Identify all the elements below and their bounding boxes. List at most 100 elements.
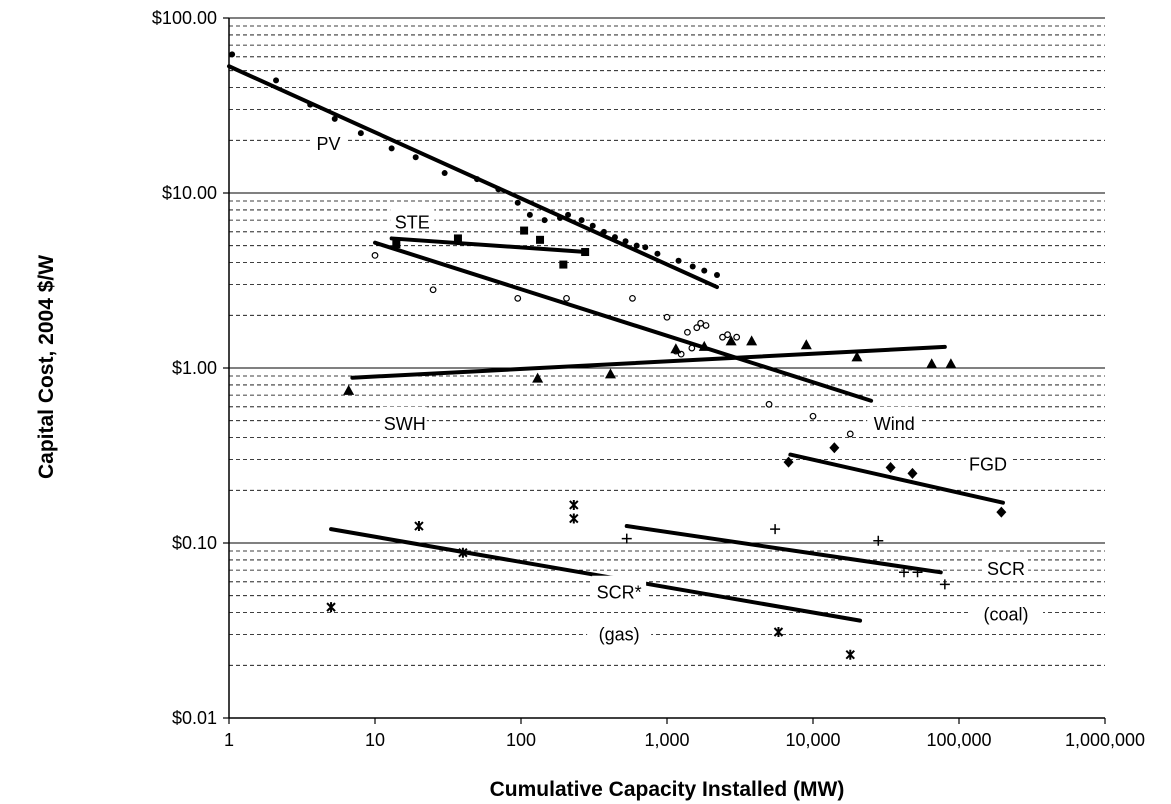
- data-point: [559, 260, 568, 269]
- data-point: [746, 335, 758, 346]
- x-tick-label: 10: [365, 730, 385, 750]
- data-point: [565, 211, 572, 218]
- data-point: [520, 226, 529, 235]
- trend-line: [329, 527, 863, 623]
- series-label: SWH: [384, 414, 426, 434]
- data-point: [885, 462, 896, 474]
- data-point: [514, 199, 521, 206]
- series-label-bg: [587, 617, 652, 640]
- series-label: Wind: [874, 414, 915, 434]
- data-point: [907, 467, 918, 479]
- data-point: [557, 214, 564, 221]
- series-label: (coal): [984, 605, 1029, 625]
- data-point: [453, 234, 462, 243]
- data-point: [829, 442, 840, 454]
- data-point: [229, 51, 236, 58]
- series-label: (gas): [599, 625, 640, 645]
- series-label-bg: [592, 575, 647, 598]
- data-point: [331, 115, 338, 122]
- data-point: [701, 267, 708, 274]
- data-point: [670, 343, 682, 354]
- y-tick-label: $10.00: [162, 183, 217, 203]
- data-point: [569, 499, 579, 510]
- data-point: [693, 324, 701, 332]
- data-point: [526, 211, 533, 218]
- y-tick-label: $100.00: [152, 8, 217, 28]
- x-tick-label: 1,000: [644, 730, 689, 750]
- data-point: [675, 257, 682, 264]
- trend-line: [227, 64, 719, 290]
- data-point: [926, 358, 938, 369]
- y-tick-label: $0.10: [172, 533, 217, 553]
- x-tick-label: 100: [506, 730, 536, 750]
- series-label-bg: [867, 406, 922, 429]
- data-point: [689, 263, 696, 270]
- trend-line: [788, 452, 1005, 505]
- data-point: [357, 130, 364, 137]
- data-point: [536, 235, 545, 244]
- y-axis-title: Capital Cost, 2004 $/W: [35, 255, 58, 479]
- data-point: [581, 248, 590, 257]
- data-point: [898, 567, 909, 578]
- data-point: [663, 313, 671, 321]
- x-tick-label: 1: [224, 730, 234, 750]
- data-point: [414, 521, 424, 532]
- data-point: [326, 602, 336, 613]
- series-label-bg: [311, 127, 346, 150]
- x-tick-label: 100,000: [926, 730, 991, 750]
- x-tick-label: 1,000,000: [1065, 730, 1145, 750]
- data-point: [873, 535, 884, 546]
- data-point: [371, 251, 379, 259]
- data-point: [845, 649, 855, 660]
- series-label: PV: [316, 134, 340, 154]
- y-tick-label: $0.01: [172, 708, 217, 728]
- data-point: [724, 331, 731, 339]
- series-label-bg: [984, 552, 1029, 575]
- trend-line: [373, 240, 874, 403]
- data-point: [621, 533, 632, 544]
- x-tick-label: 10,000: [785, 730, 840, 750]
- data-point: [441, 170, 448, 177]
- series-label: FGD: [969, 455, 1007, 475]
- data-point: [733, 333, 741, 341]
- data-point: [495, 186, 502, 193]
- data-point: [684, 328, 691, 336]
- series-label-bg: [966, 447, 1011, 470]
- series-label: SCR: [987, 559, 1025, 579]
- data-points: [229, 51, 1007, 660]
- data-point: [392, 240, 401, 249]
- data-point: [654, 250, 661, 257]
- data-point: [912, 567, 923, 578]
- series-label: STE: [395, 212, 430, 232]
- series-label-bg: [969, 597, 1044, 620]
- data-point: [783, 456, 794, 468]
- data-point: [604, 368, 616, 379]
- data-point: [688, 344, 696, 352]
- data-point: [622, 238, 629, 245]
- data-point: [800, 339, 812, 350]
- data-point: [474, 176, 481, 183]
- data-point: [307, 101, 314, 108]
- grid-lines: [229, 17, 1105, 719]
- data-point: [773, 627, 784, 638]
- data-point: [343, 384, 355, 395]
- data-point: [589, 222, 596, 229]
- axes: 1 10 100 1,000 10,000 100,000 1,000,000 $0.01 $0…: [152, 8, 1145, 750]
- data-point: [945, 358, 957, 369]
- data-point: [600, 228, 607, 235]
- series-label: SCR*: [597, 583, 642, 603]
- data-point: [809, 412, 817, 420]
- data-point: [563, 294, 570, 302]
- data-point: [698, 340, 710, 351]
- data-point: [611, 234, 618, 241]
- data-point: [996, 506, 1007, 518]
- data-point: [713, 271, 720, 278]
- data-point: [541, 217, 548, 224]
- data-point: [569, 513, 579, 524]
- data-point: [697, 319, 705, 327]
- data-point: [846, 430, 854, 438]
- data-point: [273, 77, 280, 84]
- data-point: [388, 145, 395, 152]
- data-point: [633, 242, 640, 249]
